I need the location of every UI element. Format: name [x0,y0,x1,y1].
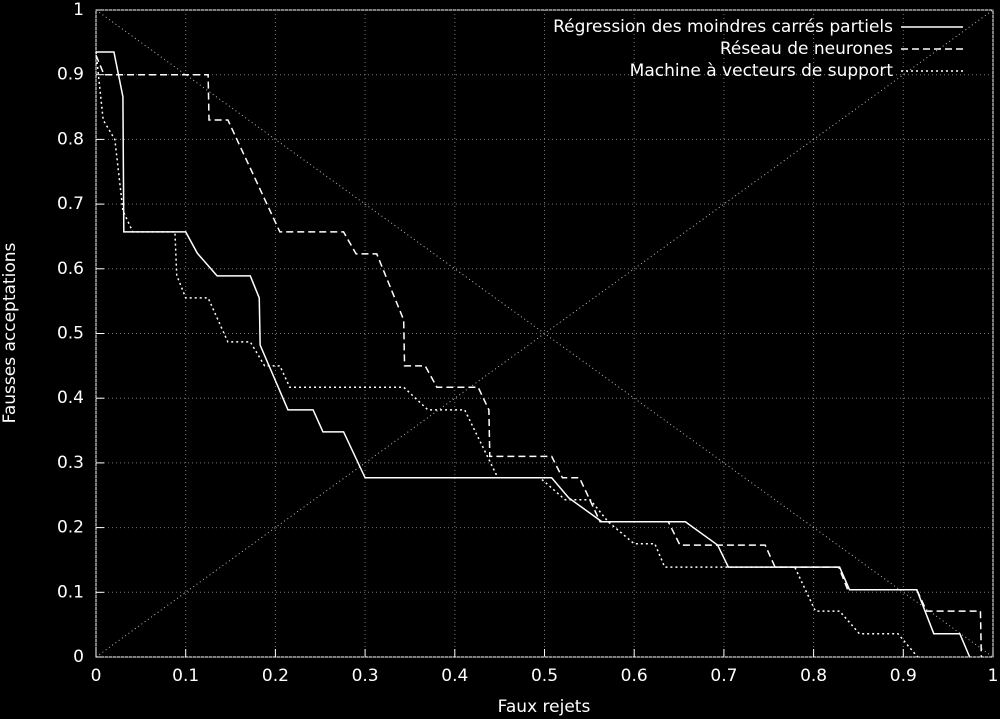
x-tick-label: 0.5 [531,666,558,686]
x-tick-label: 0.3 [352,666,379,686]
y-tick-label: 1 [73,0,84,20]
y-axis-label: Fausses acceptations [0,243,20,424]
y-tick-label: 0.5 [57,324,84,344]
x-tick-label: 0.7 [710,666,737,686]
y-tick-label: 0.7 [57,194,84,214]
x-tick-label: 0.8 [800,666,827,686]
y-tick-label: 0.4 [57,388,84,408]
legend-label: Machine à vecteurs de support [630,61,894,81]
series-line [96,51,971,658]
x-tick-label: 1 [988,666,999,686]
legend-label: Réseau de neurones [720,39,893,59]
legend-label: Régression des moindres carrés partiels [553,17,893,37]
series-line [95,51,919,658]
y-tick-label: 0.9 [57,65,84,85]
series-line [95,55,983,658]
y-tick-label: 0 [73,647,84,667]
y-tick-label: 0.6 [57,259,84,279]
x-tick-label: 0.6 [621,666,648,686]
y-tick-label: 0.8 [57,129,84,149]
x-axis-label: Faux rejets [498,697,591,717]
x-tick-label: 0.2 [262,666,289,686]
y-tick-label: 0.1 [57,582,84,602]
x-tick-label: 0.9 [890,666,917,686]
x-tick-label: 0.4 [441,666,468,686]
y-tick-label: 0.3 [57,453,84,473]
y-tick-label: 0.2 [57,518,84,538]
x-tick-label: 0 [91,666,102,686]
x-tick-label: 0.1 [172,666,199,686]
